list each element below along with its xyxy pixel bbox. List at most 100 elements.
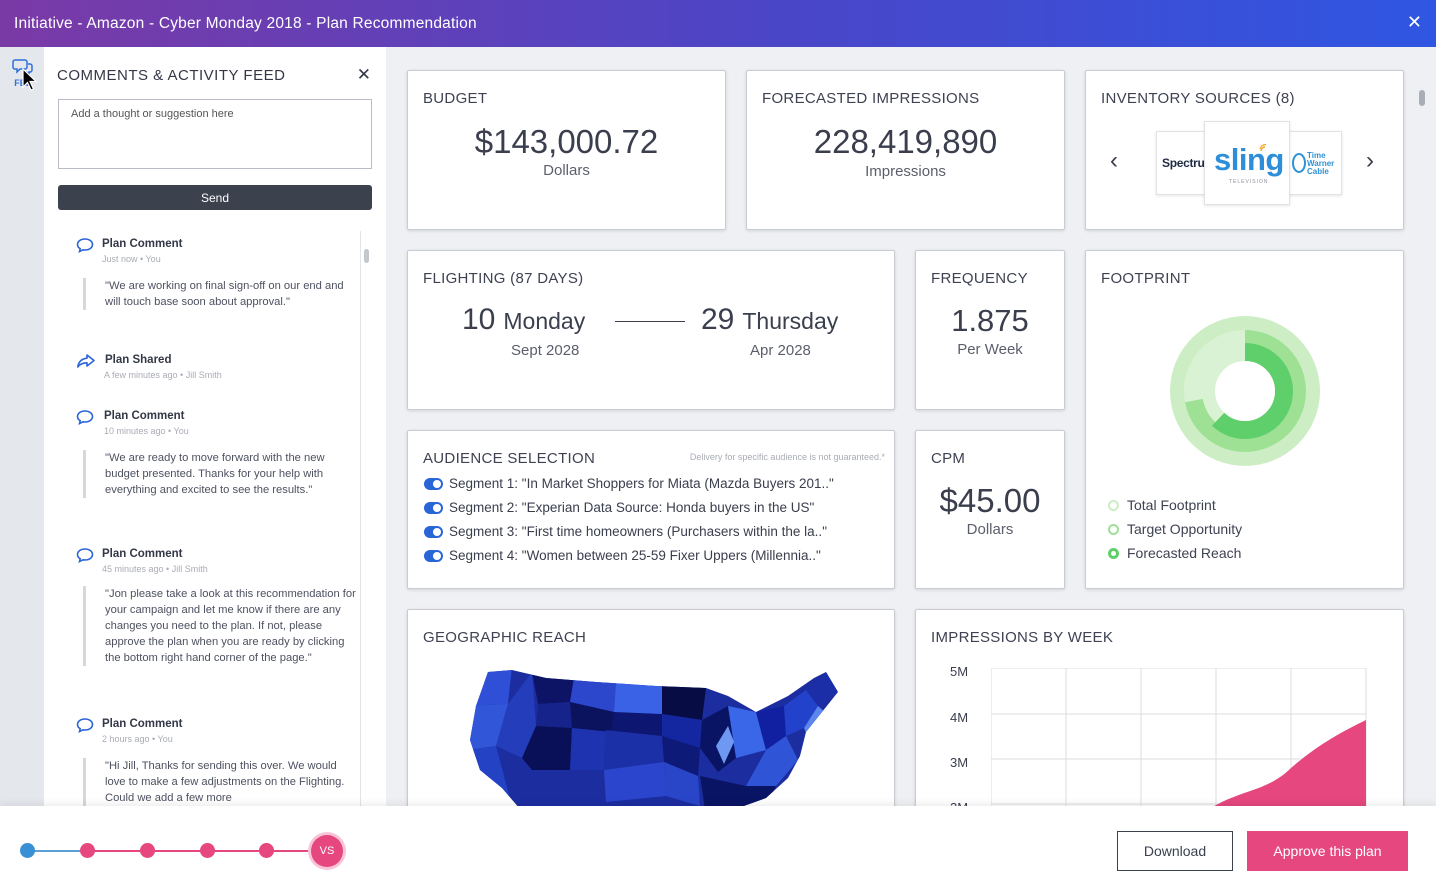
feed-item: Plan Comment 10 minutes ago • You "We ar… [58,403,358,541]
legend-dot-reach [1108,547,1119,559]
chat-bubbles-icon [12,59,33,76]
flighting-start-day: 10 [462,303,496,336]
comment-icon [76,718,94,733]
inventory-title: INVENTORY SOURCES (8) [1101,90,1295,107]
budget-card: BUDGET $143,000.72 Dollars [407,70,726,230]
footprint-legend-total: Total Footprint [1108,497,1216,513]
footprint-ring-target [1184,330,1306,452]
impressions-week-title: IMPRESSIONS BY WEEK [931,629,1114,646]
share-icon [77,354,95,368]
audience-segment[interactable]: Segment 2: "Experian Data Source: Honda … [424,500,814,515]
feed-item: Plan Comment 2 hours ago • You "Hi Jill,… [58,711,358,806]
flighting-end-date: 29 Thursday [701,303,838,337]
segment-toggle[interactable] [424,525,443,538]
impressions-title: FORECASTED IMPRESSIONS [762,90,980,107]
footprint-radial-chart [1170,316,1320,466]
legend-dot-total [1108,499,1119,511]
flighting-end-day: 29 [701,303,735,336]
progress-step-2[interactable] [80,843,95,858]
segment-toggle[interactable] [424,477,443,490]
budget-value: $143,000.72 [474,123,659,160]
progress-step-current[interactable]: VS [311,835,343,867]
feed-title: COMMENTS & ACTIVITY FEED [57,67,286,84]
progress-step-1[interactable] [20,843,35,858]
feed-item: Plan Comment Just now • You "We are work… [58,231,358,347]
legend-label-target: Target Opportunity [1127,521,1243,537]
flighting-start-weekday: Monday [503,308,586,334]
feed-item-quote: "We are ready to move forward with the n… [83,450,358,498]
footprint-title: FOOTPRINT [1101,270,1191,287]
segment-label: Segment 1: "In Market Shoppers for Miata… [449,476,834,491]
feed-item-title: Plan Comment [102,548,183,560]
segment-toggle[interactable] [424,501,443,514]
frequency-title: FREQUENCY [931,270,1028,287]
y-tick-label: 4M [950,710,969,725]
sling-logo-subtext: TELEVISION [1229,179,1269,185]
flighting-title: FLIGHTING (87 DAYS) [423,270,584,287]
segment-label: Segment 3: "First time homeowners (Purch… [449,524,827,539]
inventory-logo-carousel: Spectrum Time Warner Cable sling TELEVIS… [1156,121,1342,205]
feed-item-title: Plan Comment [102,718,183,730]
main-scrollbar[interactable] [1416,70,1430,806]
twc-text-line1: Time [1307,151,1326,160]
cpm-card: CPM $45.00 Dollars [915,430,1065,589]
geo-title: GEOGRAPHIC REACH [423,629,587,646]
time-warner-cable-logo[interactable]: Time Warner Cable [1288,131,1342,195]
window-close-icon[interactable]: ✕ [1406,12,1422,32]
audience-segment[interactable]: Segment 3: "First time homeowners (Purch… [424,524,827,539]
frequency-unit: Per Week [957,341,1023,358]
feed-close-icon[interactable]: ✕ [356,65,371,84]
twc-logo-text: Time Warner Cable [1307,152,1334,176]
twc-text-line3: Cable [1307,167,1329,176]
feed-item-meta: 45 minutes ago • Jill Smith [102,564,208,574]
spectrum-logo-text: Spectrum [1162,156,1212,170]
segment-toggle[interactable] [424,549,443,562]
audience-segment[interactable]: Segment 1: "In Market Shoppers for Miata… [424,476,834,491]
footprint-ring-reach [1197,343,1293,439]
progress-step-5[interactable] [259,843,274,858]
budget-unit: Dollars [543,162,590,179]
audience-title: AUDIENCE SELECTION [423,450,596,467]
approve-plan-button[interactable]: Approve this plan [1247,831,1408,871]
us-map [470,670,838,816]
footprint-legend-target: Target Opportunity [1108,521,1242,537]
window-titlebar: Initiative - Amazon - Cyber Monday 2018 … [0,0,1436,47]
feed-item-title: Plan Comment [102,238,183,250]
download-button[interactable]: Download [1117,831,1233,871]
forecasted-impressions-card: FORECASTED IMPRESSIONS 228,419,890 Impre… [746,70,1065,230]
cpm-title: CPM [931,450,966,467]
footprint-card: FOOTPRINT Total Footprint Target Opportu… [1085,250,1404,589]
feed-item: Plan Comment 45 minutes ago • Jill Smith… [58,541,358,711]
twc-eye-icon [1292,153,1306,173]
send-button[interactable]: Send [58,185,372,210]
comment-input[interactable] [58,99,372,169]
feed-item-title: Plan Shared [105,354,172,366]
main-scrollbar-thumb[interactable] [1419,90,1425,106]
legend-dot-target [1108,523,1119,535]
cpm-unit: Dollars [966,521,1014,538]
y-tick-label: 3M [950,755,969,770]
progress-step-4[interactable] [200,843,215,858]
inventory-next-arrow-icon[interactable]: › [1366,147,1374,174]
flighting-end-month: Apr 2028 [750,342,811,359]
comment-icon [76,238,94,253]
sling-logo[interactable]: sling TELEVISION [1204,121,1290,205]
comment-icon [76,410,94,425]
window-title: Initiative - Amazon - Cyber Monday 2018 … [14,14,477,32]
footprint-ring-center [1215,361,1275,421]
footer-bar: VS Download Approve this plan [0,806,1436,894]
feed-item: Plan Shared A few minutes ago • Jill Smi… [58,347,358,403]
flighting-card: FLIGHTING (87 DAYS) 10 Monday Sept 2028 2… [407,250,895,410]
audience-segment[interactable]: Segment 4: "Women between 25-59 Fixer Up… [424,548,821,563]
segment-label: Segment 4: "Women between 25-59 Fixer Up… [449,548,821,563]
segment-label: Segment 2: "Experian Data Source: Honda … [449,500,815,515]
progress-step-3[interactable] [140,843,155,858]
feed-list: Plan Comment Just now • You "We are work… [58,231,358,807]
inventory-prev-arrow-icon[interactable]: ‹ [1110,147,1118,174]
impressions-value: 228,419,890 [813,123,998,160]
inventory-sources-card: INVENTORY SOURCES (8) ‹ › Spectrum Time … [1085,70,1404,230]
feed-scrollbar[interactable] [360,231,370,807]
feed-item-meta: A few minutes ago • Jill Smith [104,370,222,380]
side-rail: FEE [0,47,44,807]
feed-scrollbar-thumb[interactable] [364,249,369,263]
